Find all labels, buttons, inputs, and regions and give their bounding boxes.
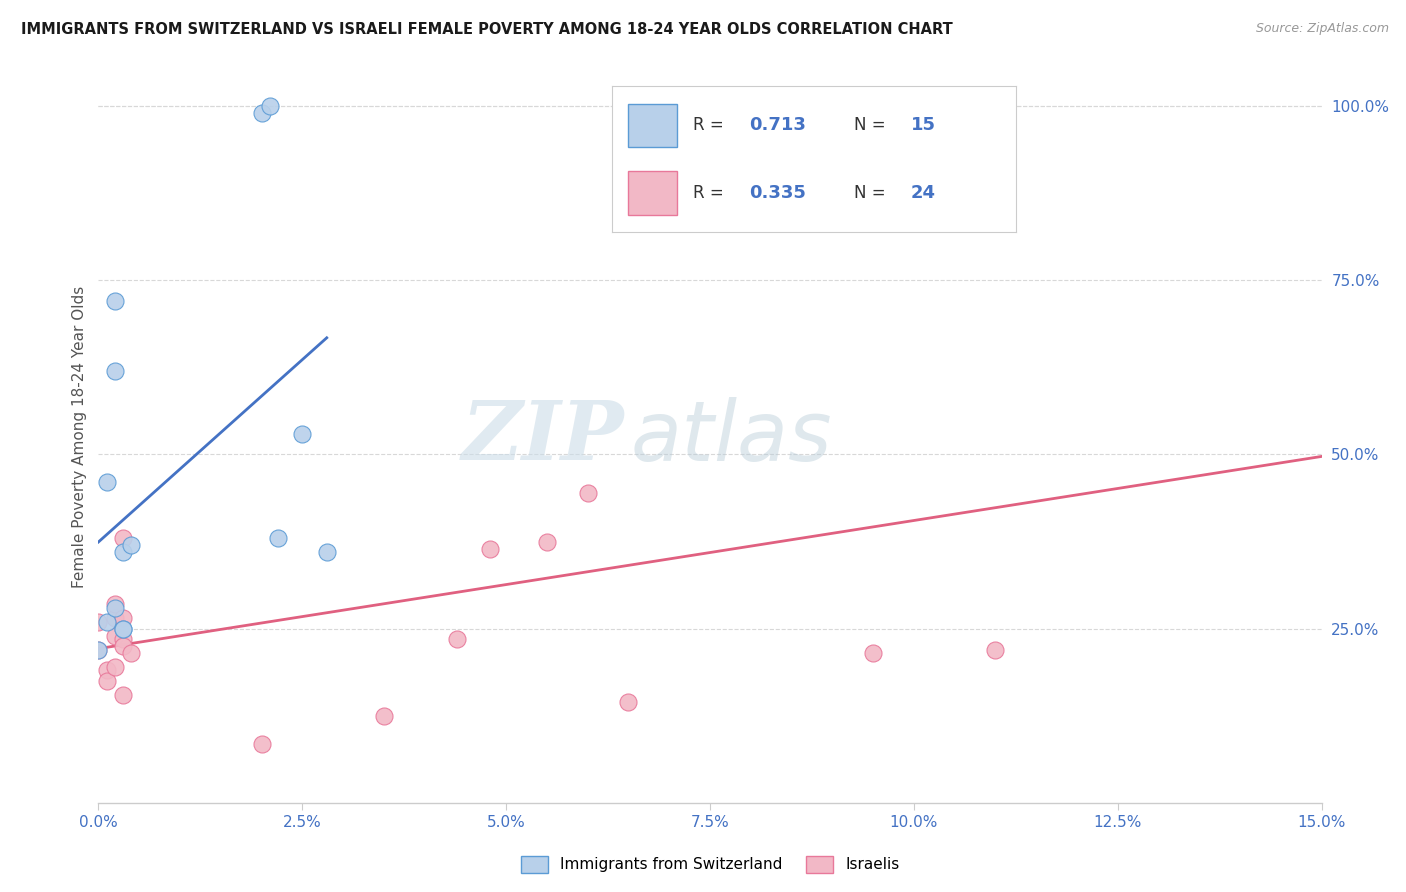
Point (862, 646, 884, 660)
Point (446, 632, 468, 646)
Point (104, 611, 127, 625)
Point (315, 545, 337, 559)
Text: atlas: atlas (630, 397, 832, 477)
Point (111, 622, 134, 636)
Point (104, 597, 127, 611)
Point (250, 737, 273, 751)
Point (104, 629, 127, 643)
Point (478, 541, 501, 556)
Point (104, 364, 127, 378)
Point (120, 538, 142, 552)
Point (104, 294, 127, 309)
Point (780, 110, 803, 124)
Point (250, 106, 273, 120)
Point (104, 600, 127, 615)
Y-axis label: Female Poverty Among 18-24 Year Olds: Female Poverty Among 18-24 Year Olds (72, 286, 87, 588)
Point (267, 531, 290, 545)
Point (96, 664, 118, 678)
Point (536, 534, 558, 549)
Legend: Immigrants from Switzerland, Israelis: Immigrants from Switzerland, Israelis (515, 849, 905, 880)
Point (373, 708, 395, 723)
Point (87, 642, 110, 657)
Text: IMMIGRANTS FROM SWITZERLAND VS ISRAELI FEMALE POVERTY AMONG 18-24 YEAR OLDS CORR: IMMIGRANTS FROM SWITZERLAND VS ISRAELI F… (21, 22, 953, 37)
Point (120, 646, 142, 660)
Point (111, 545, 134, 559)
Point (617, 695, 640, 709)
Point (111, 639, 134, 653)
Point (111, 531, 134, 545)
Point (111, 622, 134, 636)
Point (576, 485, 599, 500)
Point (96, 475, 118, 490)
Point (87, 615, 110, 629)
Point (96, 615, 118, 629)
Point (96, 673, 118, 688)
Text: ZIP: ZIP (461, 397, 624, 477)
Point (291, 426, 314, 441)
Point (111, 688, 134, 702)
Point (259, 99, 281, 113)
Point (111, 632, 134, 646)
Point (87, 642, 110, 657)
Point (984, 642, 1007, 657)
Point (111, 611, 134, 625)
Text: Source: ZipAtlas.com: Source: ZipAtlas.com (1256, 22, 1389, 36)
Point (104, 660, 127, 674)
